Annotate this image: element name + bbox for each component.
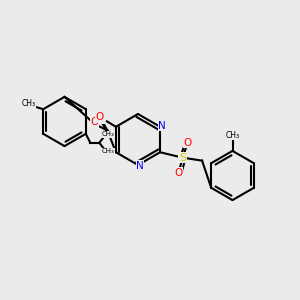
Text: O: O (90, 117, 99, 128)
Text: CH₃: CH₃ (21, 99, 35, 108)
Text: CH₃: CH₃ (225, 131, 240, 140)
Text: CH₃: CH₃ (102, 148, 115, 154)
Text: CH₃: CH₃ (102, 131, 115, 137)
Text: O: O (183, 138, 191, 148)
Text: N: N (136, 161, 144, 171)
Text: N: N (158, 121, 166, 131)
Text: O: O (175, 168, 183, 178)
Text: Cl: Cl (94, 113, 105, 123)
Text: S: S (179, 153, 186, 163)
Text: O: O (96, 112, 104, 122)
